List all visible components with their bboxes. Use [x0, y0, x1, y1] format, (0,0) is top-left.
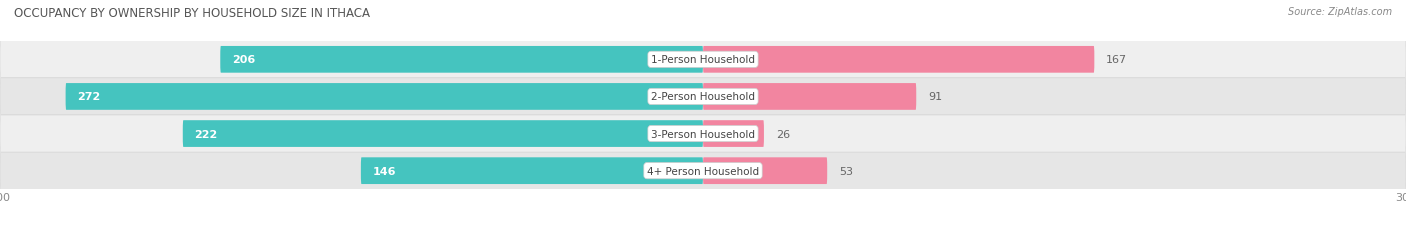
FancyBboxPatch shape [703, 158, 827, 184]
Text: 4+ Person Household: 4+ Person Household [647, 166, 759, 176]
FancyBboxPatch shape [0, 79, 1406, 116]
Text: 206: 206 [232, 55, 256, 65]
FancyBboxPatch shape [703, 121, 763, 147]
FancyBboxPatch shape [703, 84, 917, 110]
FancyBboxPatch shape [221, 47, 703, 73]
Text: OCCUPANCY BY OWNERSHIP BY HOUSEHOLD SIZE IN ITHACA: OCCUPANCY BY OWNERSHIP BY HOUSEHOLD SIZE… [14, 7, 370, 20]
Text: 53: 53 [839, 166, 853, 176]
Text: 26: 26 [776, 129, 790, 139]
Text: 222: 222 [194, 129, 218, 139]
Text: 167: 167 [1107, 55, 1128, 65]
FancyBboxPatch shape [66, 84, 703, 110]
Text: 2-Person Household: 2-Person Household [651, 92, 755, 102]
Text: Source: ZipAtlas.com: Source: ZipAtlas.com [1288, 7, 1392, 17]
Text: 146: 146 [373, 166, 396, 176]
Text: 91: 91 [928, 92, 942, 102]
FancyBboxPatch shape [183, 121, 703, 147]
FancyBboxPatch shape [361, 158, 703, 184]
FancyBboxPatch shape [0, 152, 1406, 189]
FancyBboxPatch shape [703, 47, 1094, 73]
Text: 1-Person Household: 1-Person Household [651, 55, 755, 65]
FancyBboxPatch shape [0, 42, 1406, 79]
Text: 272: 272 [77, 92, 101, 102]
FancyBboxPatch shape [0, 116, 1406, 152]
Text: 3-Person Household: 3-Person Household [651, 129, 755, 139]
